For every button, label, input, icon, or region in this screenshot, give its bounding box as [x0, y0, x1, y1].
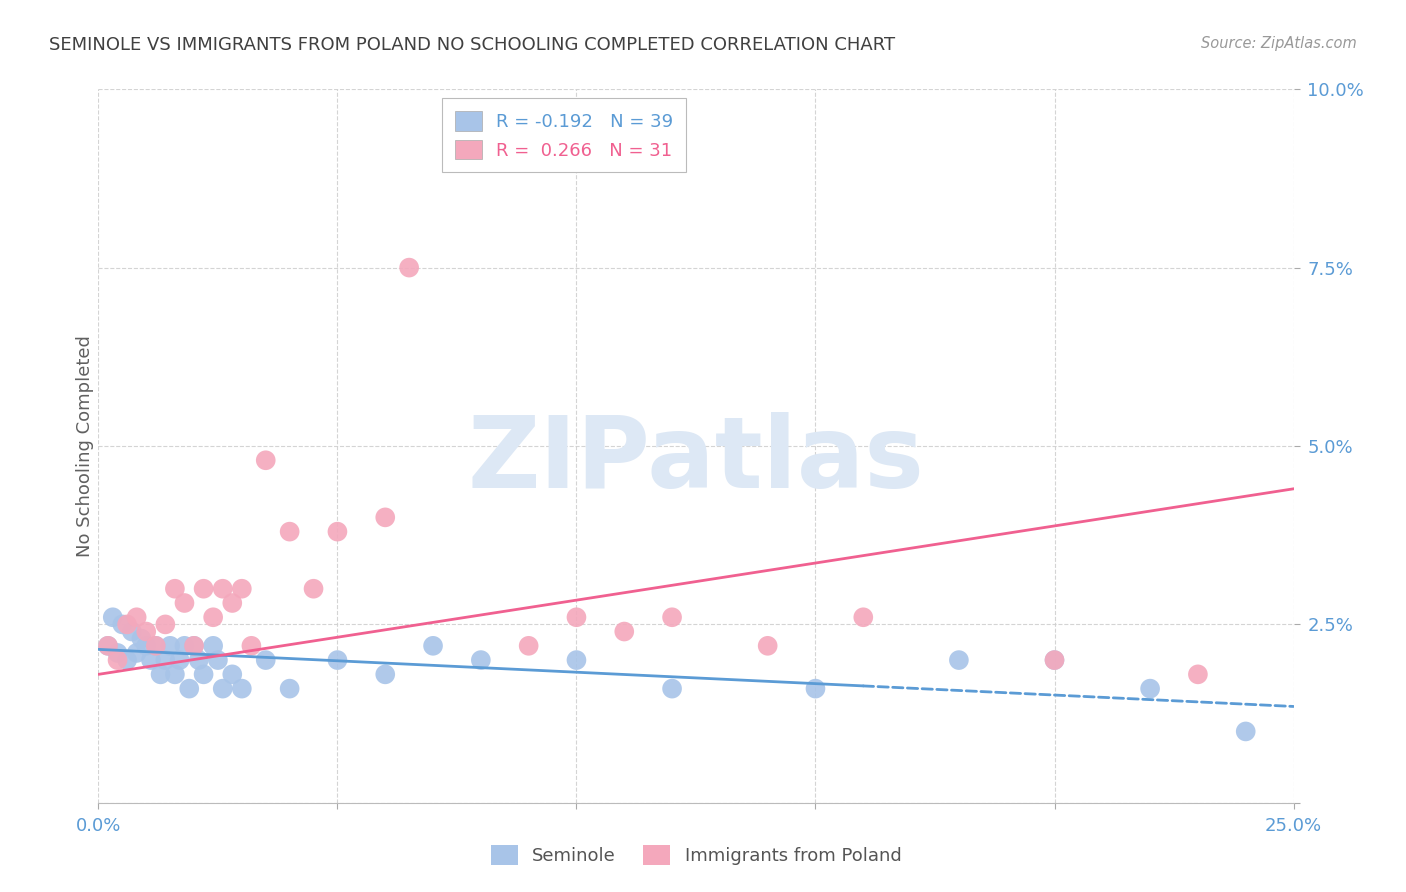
Point	[613, 624, 636, 639]
Point	[852, 610, 875, 624]
Legend: Seminole, Immigrants from Poland: Seminole, Immigrants from Poland	[479, 834, 912, 876]
Point	[115, 617, 138, 632]
Point	[1234, 724, 1257, 739]
Point	[121, 624, 143, 639]
Point	[139, 653, 162, 667]
Point	[278, 681, 301, 696]
Point	[661, 681, 683, 696]
Point	[240, 639, 263, 653]
Point	[398, 260, 420, 275]
Point	[202, 610, 225, 624]
Point	[211, 582, 233, 596]
Point	[1043, 653, 1066, 667]
Point	[193, 582, 215, 596]
Point	[326, 653, 349, 667]
Point	[661, 610, 683, 624]
Point	[155, 653, 177, 667]
Point	[254, 453, 277, 467]
Point	[211, 681, 233, 696]
Point	[101, 610, 124, 624]
Point	[374, 667, 396, 681]
Point	[470, 153, 492, 168]
Point	[221, 667, 243, 681]
Point	[115, 653, 138, 667]
Point	[422, 639, 444, 653]
Point	[149, 667, 172, 681]
Point	[326, 524, 349, 539]
Text: Source: ZipAtlas.com: Source: ZipAtlas.com	[1201, 36, 1357, 51]
Point	[231, 582, 253, 596]
Point	[1043, 653, 1066, 667]
Text: SEMINOLE VS IMMIGRANTS FROM POLAND NO SCHOOLING COMPLETED CORRELATION CHART: SEMINOLE VS IMMIGRANTS FROM POLAND NO SC…	[49, 36, 896, 54]
Text: ZIPatlas: ZIPatlas	[468, 412, 924, 508]
Point	[254, 653, 277, 667]
Point	[202, 639, 225, 653]
Point	[187, 653, 209, 667]
Point	[221, 596, 243, 610]
Point	[374, 510, 396, 524]
Point	[565, 653, 588, 667]
Point	[179, 681, 201, 696]
Point	[183, 639, 205, 653]
Point	[193, 667, 215, 681]
Point	[97, 639, 120, 653]
Point	[135, 624, 157, 639]
Point	[131, 632, 153, 646]
Point	[163, 667, 186, 681]
Point	[163, 582, 186, 596]
Point	[125, 610, 148, 624]
Point	[97, 639, 120, 653]
Point	[1139, 681, 1161, 696]
Y-axis label: No Schooling Completed: No Schooling Completed	[76, 335, 94, 557]
Point	[125, 646, 148, 660]
Point	[169, 653, 191, 667]
Point	[111, 617, 134, 632]
Point	[107, 646, 129, 660]
Point	[173, 596, 195, 610]
Point	[145, 639, 167, 653]
Point	[183, 639, 205, 653]
Point	[207, 653, 229, 667]
Point	[173, 639, 195, 653]
Point	[1187, 667, 1209, 681]
Point	[565, 610, 588, 624]
Point	[159, 639, 181, 653]
Point	[756, 639, 779, 653]
Point	[804, 681, 827, 696]
Point	[470, 653, 492, 667]
Point	[948, 653, 970, 667]
Point	[302, 582, 325, 596]
Point	[278, 524, 301, 539]
Point	[517, 639, 540, 653]
Point	[145, 639, 167, 653]
Point	[135, 639, 157, 653]
Point	[107, 653, 129, 667]
Point	[155, 617, 177, 632]
Point	[231, 681, 253, 696]
